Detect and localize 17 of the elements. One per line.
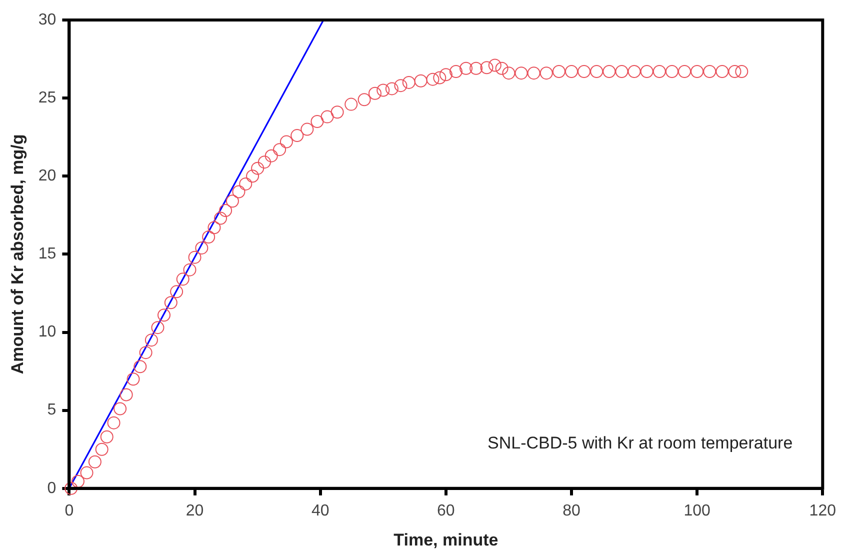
annotation: SNL-CBD-5 with Kr at room temperature (487, 433, 793, 452)
x-tick-label: 60 (437, 502, 455, 520)
x-tick-label: 100 (684, 502, 711, 520)
y-tick-label: 5 (47, 402, 56, 419)
x-tick-label: 0 (64, 502, 74, 520)
x-tick-label: 120 (809, 502, 836, 520)
y-tick-label: 25 (38, 89, 56, 106)
x-tick-label: 40 (311, 502, 330, 520)
x-tick-label: 80 (562, 502, 580, 520)
y-tick-label: 10 (38, 324, 56, 341)
x-axis-title: Time, minute (394, 530, 498, 550)
x-tick-label: 20 (186, 502, 204, 520)
y-axis-title: Amount of Kr absorbed, mg/g (8, 134, 27, 374)
y-tick-label: 0 (47, 480, 56, 497)
y-tick-label: 30 (38, 11, 56, 28)
y-tick-label: 15 (38, 246, 56, 263)
y-tick-label: 20 (38, 168, 56, 185)
